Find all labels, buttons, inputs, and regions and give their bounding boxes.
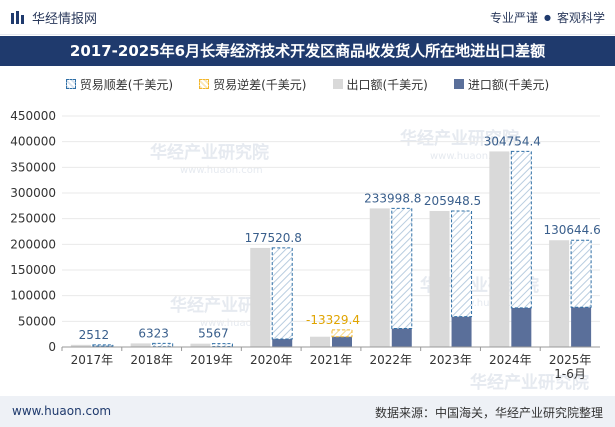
export-bar — [429, 210, 450, 347]
legend-deficit[interactable]: 贸易逆差(千美元) — [199, 74, 307, 94]
surplus-bar — [391, 207, 413, 330]
import-bar — [451, 316, 472, 347]
import-bar — [571, 307, 592, 347]
data-label: 6323 — [138, 326, 169, 340]
chart-legend: 贸易顺差(千美元) 贸易逆差(千美元) 出口额(千美元) 进口额(千美元) — [0, 74, 615, 94]
chart-title: 2017-2025年6月长寿经济技术开发区商品收发货人所在地进出口差额 — [0, 36, 615, 66]
legend-deficit-label: 贸易逆差(千美元) — [213, 77, 307, 92]
watermark-url: www.huaon.com — [430, 151, 513, 162]
bars-layer: 2512 6323 5567 177520.8 -13329.4 233998.8 2059… — [70, 134, 601, 348]
surplus-bar — [92, 344, 114, 347]
data-label: -13329.4 — [306, 313, 360, 327]
legend-surplus-swatch — [65, 79, 76, 89]
y-tick-label: 50000 — [18, 314, 56, 328]
slogan-separator: ● — [544, 13, 551, 22]
data-label: 2512 — [79, 328, 110, 342]
data-label: 130644.6 — [543, 223, 600, 237]
export-bar — [489, 151, 510, 347]
top-bar: 华经情报网 专业严谨 ● 客观科学 — [0, 0, 615, 35]
x-tick-label: 2018年 — [130, 353, 173, 367]
slogan-left: 专业严谨 — [489, 11, 538, 25]
x-tick-label: 1-6月 — [554, 367, 586, 381]
x-tick-label: 2017年 — [71, 353, 114, 367]
surplus-bar — [510, 150, 532, 309]
import-bar — [511, 307, 532, 347]
deficit-bar — [331, 329, 353, 338]
x-tick-label: 2024年 — [489, 353, 532, 367]
x-tick-label: 2022年 — [370, 353, 413, 367]
axes-layer: 0 50000 100000 150000 200000 250000 300000 3500… — [10, 109, 600, 381]
x-tick-label: 2019年 — [190, 353, 233, 367]
x-tick-label: 2025年 — [549, 353, 592, 367]
surplus-bar — [451, 210, 473, 318]
import-bar — [272, 339, 293, 347]
export-bar — [70, 344, 91, 347]
watermark-text: 华经产业研究院 — [470, 372, 589, 393]
legend-import-label: 进口额(千美元) — [467, 77, 550, 92]
surplus-bar — [152, 342, 174, 348]
export-bar — [369, 208, 390, 347]
y-tick-label: 300000 — [10, 186, 56, 200]
legend-import-swatch — [453, 79, 464, 89]
export-bar — [549, 240, 570, 347]
legend-export-swatch — [332, 79, 343, 89]
surplus-bar — [211, 343, 233, 348]
legend-import[interactable]: 进口额(千美元) — [453, 74, 550, 94]
legend-surplus-label: 贸易顺差(千美元) — [79, 77, 174, 92]
brand-name: 华经情报网 — [32, 12, 98, 27]
export-bar — [250, 247, 271, 347]
brand[interactable]: 华经情报网 — [10, 8, 97, 27]
data-label: 5567 — [198, 327, 229, 341]
x-tick-label: 2021年 — [310, 353, 353, 367]
data-label: 304754.4 — [484, 134, 541, 148]
legend-deficit-swatch — [199, 79, 210, 89]
legend-export-label: 出口额(千美元) — [346, 77, 428, 92]
y-tick-label: 0 — [48, 340, 56, 354]
y-tick-label: 250000 — [10, 212, 56, 226]
x-tick-label: 2020年 — [250, 353, 293, 367]
watermark-url: www.huaon.com — [180, 165, 263, 176]
surplus-bar — [271, 247, 293, 340]
x-tick-label: 2023年 — [429, 353, 472, 367]
bar-chart: 华经产业研究院 www.huaon.com 华经产业研究院 www.huaon.com… — [10, 109, 601, 393]
y-tick-label: 150000 — [10, 263, 56, 277]
footer-source: 数据来源：中国海关，华经产业研究院整理 — [374, 406, 603, 420]
y-tick-label: 350000 — [10, 160, 56, 174]
footer: www.huaon.com 数据来源：中国海关，华经产业研究院整理 — [0, 396, 615, 427]
surplus-bar — [570, 239, 592, 308]
footer-site-link[interactable]: www.huaon.com — [12, 404, 112, 418]
watermark-url: www.huaon.com — [200, 318, 283, 329]
legend-export[interactable]: 出口额(千美元) — [332, 74, 428, 94]
watermark-text: 华经产业研究院 — [150, 142, 269, 163]
watermark-text: 华经产业研究院 — [170, 295, 289, 316]
y-tick-label: 200000 — [10, 237, 56, 251]
import-bar — [391, 328, 412, 347]
data-label: 233998.8 — [364, 191, 421, 205]
slogan-right: 客观科学 — [556, 11, 605, 25]
y-tick-label: 400000 — [10, 135, 56, 149]
export-bar — [130, 343, 151, 347]
export-bar — [190, 343, 211, 347]
brand-logo-icon — [10, 10, 26, 25]
legend-surplus[interactable]: 贸易顺差(千美元) — [65, 74, 174, 94]
data-label: 205948.5 — [424, 194, 481, 208]
watermark-text: 华经产业研究院 — [400, 128, 519, 149]
y-tick-label: 450000 — [10, 109, 56, 123]
data-label: 177520.8 — [245, 231, 302, 245]
export-bar — [310, 336, 330, 347]
slogan: 专业严谨 ● 客观科学 — [490, 9, 605, 26]
y-tick-label: 100000 — [10, 289, 56, 303]
